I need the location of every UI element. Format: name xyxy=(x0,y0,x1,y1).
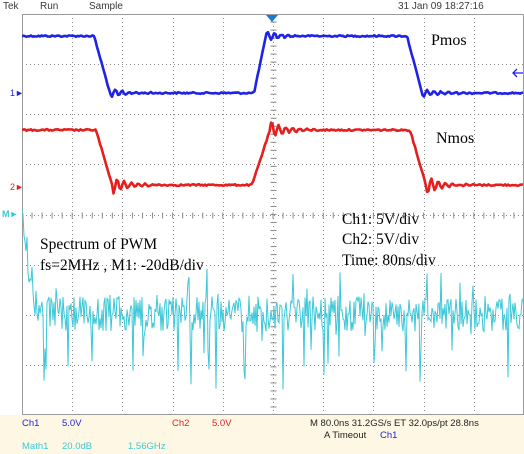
status-bar: Tek Run Sample 31 Jan 09 18:27:16 xyxy=(0,0,524,14)
ch1-scale-note: Ch1: 5V/div xyxy=(342,211,420,228)
ch2-ground-marker[interactable]: 2► xyxy=(10,182,24,192)
ch2-scale-note: Ch2: 5V/div xyxy=(342,231,420,248)
ch2-readout-label[interactable]: Ch2 xyxy=(172,418,190,429)
scope-screen: Pmos Nmos Spectrum of PWM fs=2MHz , M1: … xyxy=(22,14,524,415)
ch1-readout-value: 5.0V xyxy=(62,418,82,429)
math1-span-value: 1.56GHz xyxy=(128,441,166,452)
ch2-readout-value: 5.0V xyxy=(212,418,232,429)
trigger-level-icon[interactable] xyxy=(512,68,523,78)
time-scale-note: Time: 80ns/div xyxy=(342,252,436,269)
spectrum-subtitle: fs=2MHz , M1: -20dB/div xyxy=(40,257,204,274)
acquisition-mode: Sample xyxy=(89,1,123,12)
graticule xyxy=(22,14,524,415)
timebase-readout[interactable]: M 80.0ns 31.2GS/s ET 32.0ps/pt 28.8ns xyxy=(310,418,479,429)
datetime: 31 Jan 09 18:27:16 xyxy=(398,1,484,12)
math1-marker[interactable]: M► xyxy=(2,209,19,219)
pmos-label: Pmos xyxy=(431,32,467,49)
trigger-position-icon[interactable] xyxy=(266,15,278,22)
math1-spectrum xyxy=(22,209,524,390)
trigger-source: Ch1 xyxy=(380,430,398,441)
spectrum-title: Spectrum of PWM xyxy=(40,236,158,253)
math1-readout-value: 20.0dB xyxy=(62,441,93,452)
readout-panel: Ch1 5.0V Ch2 5.0V M 80.0ns 31.2GS/s ET 3… xyxy=(0,415,524,454)
brand-label: Tek xyxy=(3,1,19,12)
ch1-waveform xyxy=(22,30,524,99)
waveform-display xyxy=(22,14,524,415)
trigger-readout[interactable]: A Timeout xyxy=(324,430,367,441)
ch1-readout-label[interactable]: Ch1 xyxy=(22,418,40,429)
nmos-label: Nmos xyxy=(436,130,475,147)
run-state: Run xyxy=(40,1,59,12)
math1-readout-label[interactable]: Math1 xyxy=(22,441,49,452)
ch2-waveform xyxy=(22,121,524,195)
ch1-ground-marker[interactable]: 1► xyxy=(10,88,24,98)
